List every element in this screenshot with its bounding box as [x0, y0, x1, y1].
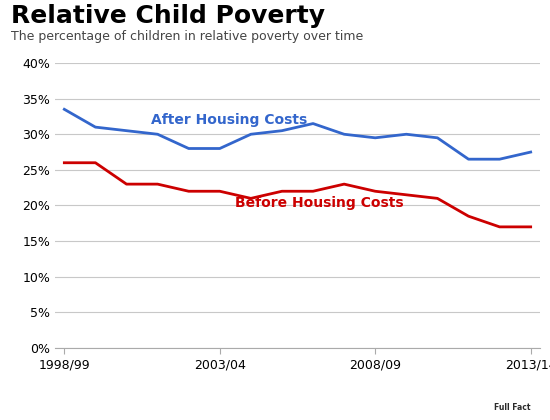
Polygon shape: [470, 379, 549, 419]
Text: Relative Child Poverty: Relative Child Poverty: [11, 4, 325, 28]
Text: Before Housing Costs: Before Housing Costs: [235, 196, 404, 210]
Text: The percentage of children in relative poverty over time: The percentage of children in relative p…: [11, 30, 363, 43]
Text: Full Fact: Full Fact: [494, 404, 531, 412]
Text: Households below average income (HBAI): 1994/95 to 2013/14: Households below average income (HBAI): …: [47, 394, 402, 404]
Text: After Housing Costs: After Housing Costs: [151, 113, 307, 126]
Text: Source:: Source:: [10, 394, 58, 404]
